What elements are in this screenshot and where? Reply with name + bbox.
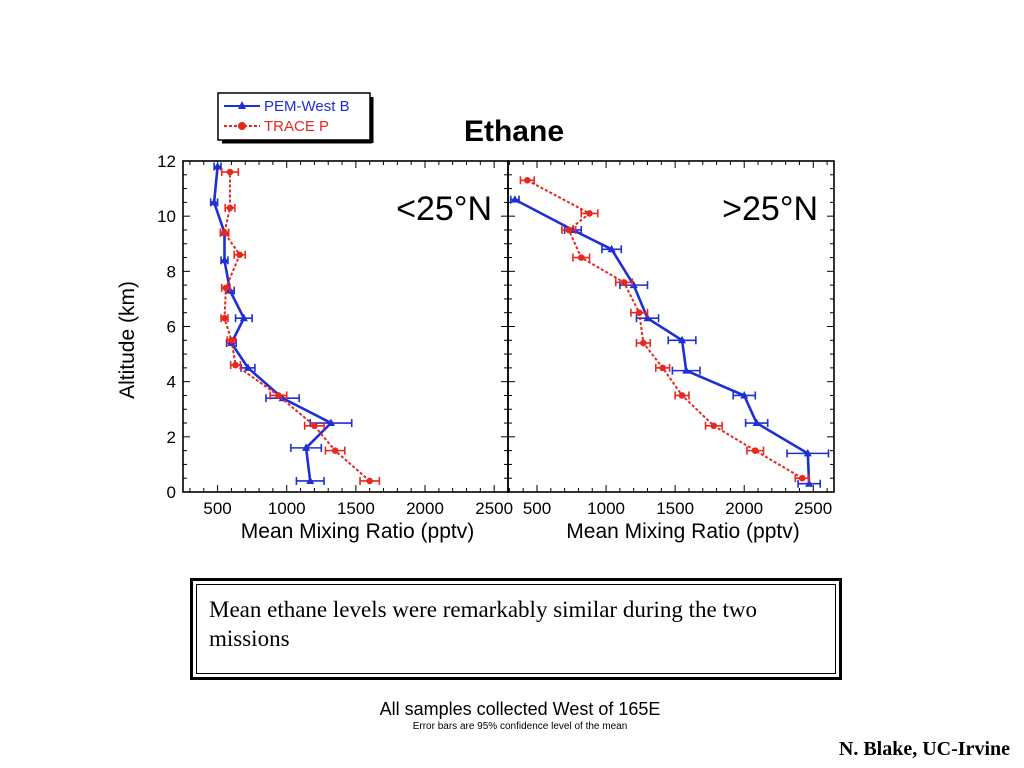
data-point: [740, 390, 749, 399]
data-point: [311, 422, 318, 430]
data-point: [220, 255, 229, 264]
data-point: [226, 168, 234, 176]
data-point: [586, 210, 593, 217]
data-point: [565, 226, 573, 234]
x-axis-label: Mean Mixing Ratio (pptv): [241, 520, 474, 543]
data-point: [210, 197, 219, 206]
x-tick-label: 500: [523, 499, 551, 518]
x-tick-label: 2500: [794, 499, 832, 518]
panel-label: <25°N: [396, 190, 492, 228]
author-credit: N. Blake, UC-Irvine: [838, 738, 1010, 760]
data-point: [678, 392, 686, 399]
y-tick-label: 2: [167, 428, 176, 447]
data-point: [620, 279, 628, 286]
data-point: [221, 229, 228, 237]
data-point: [326, 418, 335, 427]
x-tick-label: 2000: [725, 499, 763, 518]
x-axis-label: Mean Mixing Ratio (pptv): [566, 520, 799, 543]
data-point: [524, 177, 531, 184]
y-tick-label: 8: [167, 262, 176, 281]
chart-title: Ethane: [464, 115, 564, 148]
data-point: [678, 335, 687, 344]
data-point: [643, 313, 652, 322]
data-point: [302, 443, 311, 451]
data-point: [710, 422, 718, 430]
data-point: [213, 162, 222, 170]
x-tick-label: 2000: [406, 499, 444, 518]
footnote-error-bars: Error bars are 95% confidence level of t…: [412, 721, 628, 732]
data-point: [228, 336, 235, 344]
data-point: [640, 339, 647, 347]
data-point: [682, 366, 691, 374]
caption-text: Mean ethane levels were remarkably simil…: [209, 597, 757, 651]
data-point: [751, 447, 759, 454]
legend-marker-trace-p: [238, 122, 246, 130]
series-line: [212, 166, 334, 482]
data-point: [659, 364, 667, 372]
x-tick-label: 2500: [475, 499, 513, 518]
legend: PEM-West B TRACE P: [217, 92, 374, 144]
data-point: [244, 363, 252, 371]
data-point: [221, 314, 228, 322]
data-point: [798, 474, 806, 482]
series-line: [526, 179, 803, 480]
panel-left: 500 1000 1500 2000 2500 0 2 4 6 8 10 12 Mean Mixing …: [157, 152, 513, 543]
series-line: [223, 172, 371, 482]
legend-entry-pem-west-b: PEM-West B: [264, 98, 350, 115]
caption-box-inner-border: [196, 584, 836, 674]
legend-marker-pem-west-b: [238, 101, 246, 109]
y-tick-label: 6: [167, 318, 176, 337]
data-point: [366, 477, 374, 485]
footnote-samples: All samples collected West of 165E: [379, 699, 661, 719]
y-tick-label: 4: [167, 373, 176, 392]
y-tick-label: 12: [157, 152, 176, 171]
x-tick-label: 1000: [587, 499, 625, 518]
data-point: [805, 479, 814, 487]
data-point: [278, 393, 287, 402]
data-point: [607, 244, 616, 253]
data-point: [232, 361, 239, 369]
data-point: [577, 254, 585, 261]
data-point: [803, 448, 812, 457]
x-tick-label: 1000: [268, 499, 306, 518]
y-axis-label: Altitude (km): [116, 281, 139, 399]
data-point: [236, 251, 244, 259]
legend-frame: [217, 92, 371, 141]
x-tick-label: 1500: [337, 499, 375, 518]
caption-box: Mean ethane levels were remarkably simil…: [190, 578, 842, 680]
y-tick-label: 10: [157, 207, 176, 226]
data-point: [226, 204, 234, 212]
y-tick-label: 0: [167, 483, 176, 502]
x-tick-label: 1500: [656, 499, 694, 518]
legend-entry-trace-p: TRACE P: [264, 118, 329, 135]
panel-label: >25°N: [722, 190, 818, 228]
data-point: [635, 309, 643, 317]
data-point: [510, 195, 519, 203]
data-point: [239, 313, 248, 322]
data-point: [752, 418, 761, 427]
series-line: [514, 198, 811, 484]
data-point: [222, 284, 230, 292]
data-point: [306, 476, 315, 484]
panel-right: 500 1000 1500 2000 2500 Mean Mixing Ratio (pp…: [507, 160, 835, 543]
data-point: [331, 447, 339, 454]
x-tick-label: 500: [203, 499, 231, 518]
data-point: [275, 392, 282, 399]
